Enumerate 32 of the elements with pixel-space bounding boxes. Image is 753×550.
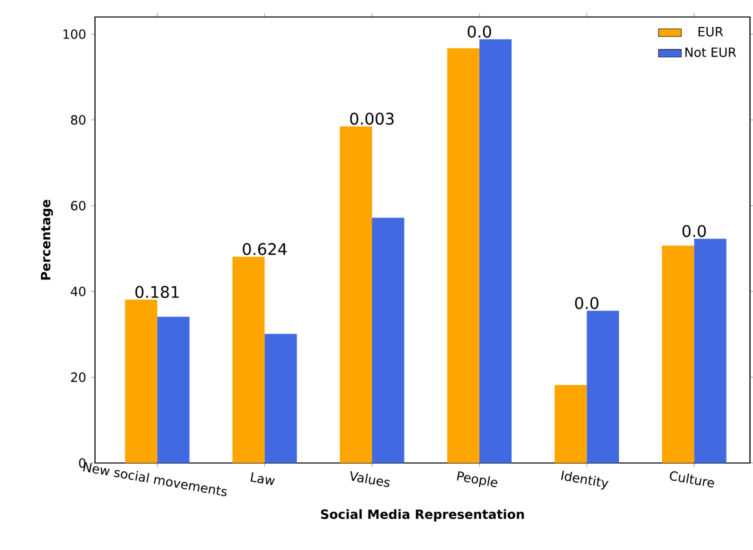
- annotation: 0.0: [468, 26, 492, 38]
- x-tick-label: Law: [250, 472, 275, 486]
- bar: [554, 384, 587, 463]
- y-tick-label: 100: [64, 29, 86, 39]
- bar: [372, 218, 404, 463]
- y-tick-label: 20: [71, 372, 86, 382]
- bar: [694, 238, 726, 463]
- bar: [447, 48, 480, 463]
- bar: [157, 316, 190, 463]
- bar: [232, 256, 265, 463]
- bar: [586, 310, 619, 463]
- annotation: 0.0: [575, 297, 598, 310]
- bar: [125, 300, 158, 463]
- legend-label: Not EUR: [685, 48, 736, 58]
- y-tick-label: 40: [70, 286, 86, 296]
- bar: [340, 126, 372, 463]
- bar: [662, 246, 694, 463]
- bar: [264, 334, 297, 463]
- x-tick-label: Values: [350, 471, 390, 488]
- annotation: 0.0: [682, 225, 706, 238]
- y-tick-label: 80: [71, 115, 86, 125]
- x-tick-label: Identity: [561, 470, 609, 490]
- x-axis-title: Social Media Representation: [321, 509, 524, 522]
- annotation: 0.624: [242, 243, 287, 256]
- annotation: 0.003: [350, 112, 394, 125]
- x-tick-label: People: [456, 471, 498, 488]
- y-axis-title: Percentage: [40, 200, 53, 280]
- y-tick-label: 60: [71, 200, 86, 210]
- bar: [479, 39, 512, 463]
- legend-label: EUR: [698, 27, 724, 36]
- annotation: 0.181: [135, 286, 179, 298]
- x-tick-label: Culture: [670, 471, 714, 488]
